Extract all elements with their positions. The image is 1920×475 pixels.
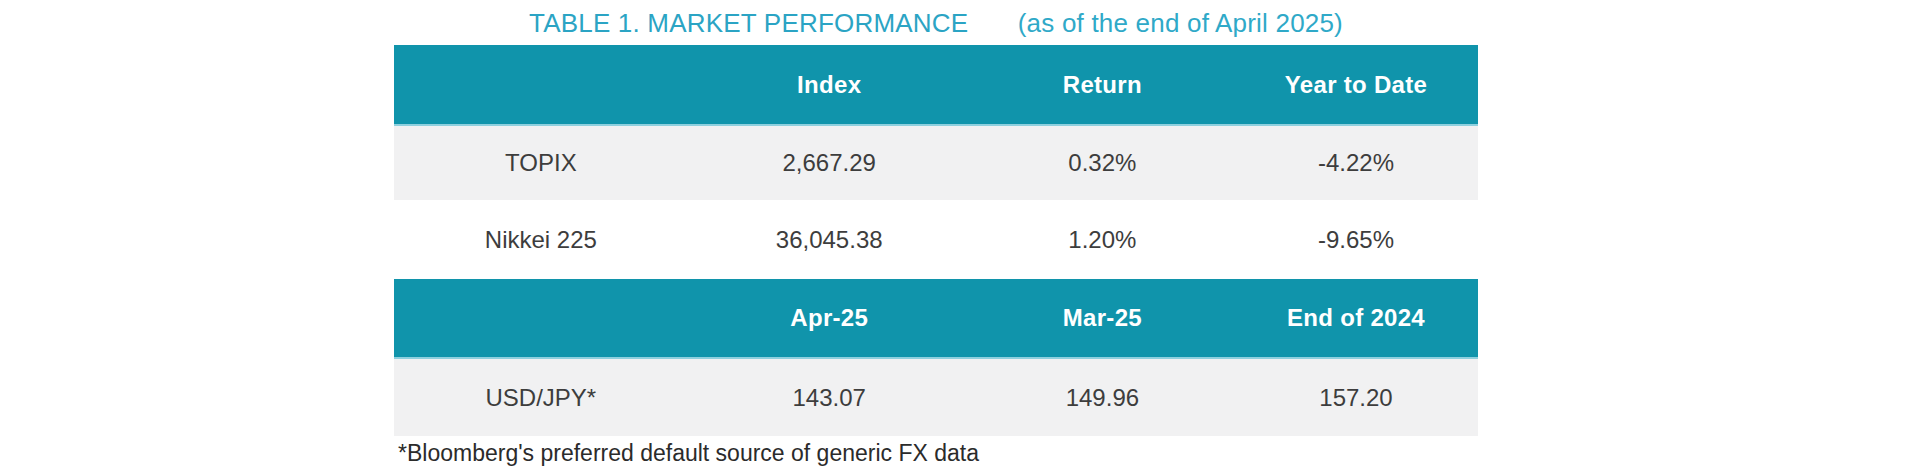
table-row-nikkei: Nikkei 225 36,045.38 1.20% -9.65% [394,200,1478,279]
nikkei-index-value: 36,045.38 [688,226,971,254]
row-label-usdjpy: USD/JPY* [394,384,688,412]
usdjpy-mar25-value: 149.96 [971,384,1234,412]
fx-header-end2024: End of 2024 [1234,304,1478,332]
row-label-nikkei: Nikkei 225 [394,226,688,254]
fx-header-row: Apr-25 Mar-25 End of 2024 [394,279,1478,359]
market-performance-table: Index Return Year to Date TOPIX 2,667.29… [394,45,1478,436]
table-title-main: TABLE 1. MARKET PERFORMANCE [529,8,968,38]
indices-header-ytd: Year to Date [1234,71,1478,99]
table-footnote: *Bloomberg's preferred default source of… [398,440,979,467]
indices-header-row: Index Return Year to Date [394,45,1478,126]
page: TABLE 1. MARKET PERFORMANCE (as of the e… [0,0,1920,475]
topix-index-value: 2,667.29 [688,149,971,177]
topix-ytd-value: -4.22% [1234,149,1478,177]
table-title: TABLE 1. MARKET PERFORMANCE (as of the e… [394,8,1478,39]
nikkei-ytd-value: -9.65% [1234,226,1478,254]
indices-header-index: Index [688,71,971,99]
row-label-topix: TOPIX [394,149,688,177]
table-row-topix: TOPIX 2,667.29 0.32% -4.22% [394,126,1478,200]
usdjpy-end2024-value: 157.20 [1234,384,1478,412]
nikkei-return-value: 1.20% [971,226,1234,254]
topix-return-value: 0.32% [971,149,1234,177]
indices-header-return: Return [971,71,1234,99]
table-row-usdjpy: USD/JPY* 143.07 149.96 157.20 [394,359,1478,436]
fx-header-mar25: Mar-25 [971,304,1234,332]
usdjpy-apr25-value: 143.07 [688,384,971,412]
table-title-date: (as of the end of April 2025) [1018,8,1343,38]
fx-header-apr25: Apr-25 [688,304,971,332]
